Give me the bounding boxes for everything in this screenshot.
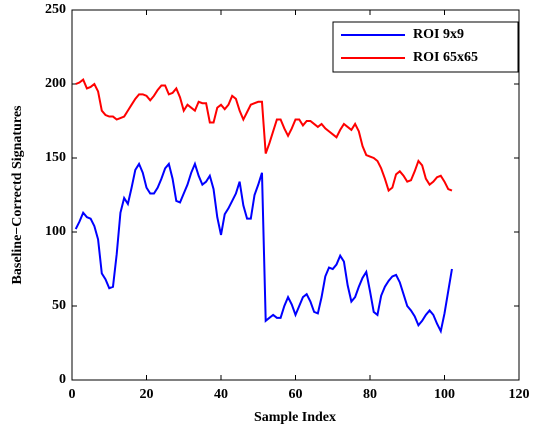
x-tick-label: 20: [140, 387, 154, 402]
x-tick-label: 80: [363, 387, 377, 402]
x-tick-label: 40: [214, 387, 228, 402]
y-tick-label: 100: [45, 224, 66, 239]
x-tick-label: 0: [69, 387, 76, 402]
x-tick-label: 120: [509, 387, 530, 402]
line-series: [75, 77, 453, 193]
legend-box: [332, 21, 519, 73]
x-tick-label: 60: [289, 387, 303, 402]
y-tick-label: 0: [59, 372, 66, 387]
y-axis-label: Baseline−Correctd Signatures: [10, 105, 25, 285]
x-tick-label: 100: [434, 387, 455, 402]
legend-label: ROI 65x65: [413, 50, 478, 65]
legend-label: ROI 9x9: [413, 27, 464, 42]
y-tick-label: 200: [45, 76, 66, 91]
y-tick-label: 250: [45, 2, 66, 17]
line-series: [74, 161, 453, 335]
y-tick-label: 50: [52, 298, 66, 313]
x-axis-label: Sample Index: [254, 410, 336, 425]
y-tick-label: 150: [45, 150, 66, 165]
